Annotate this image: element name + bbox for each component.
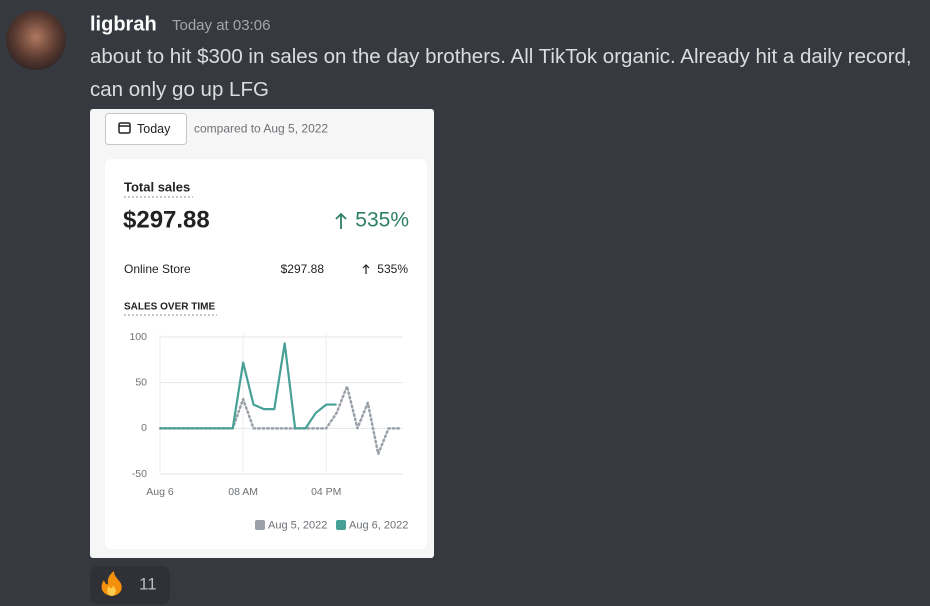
up-arrow [335,212,347,229]
chart-title: SALES OVER TIME [124,302,215,313]
x-tick-label: 08 AM [228,486,258,498]
total-label: Total sales [124,179,190,194]
legend-swatch [255,520,265,530]
date-button[interactable] [105,113,187,145]
legend-swatch [336,520,346,530]
fire-emoji [101,571,122,596]
y-tick-label: 0 [141,422,147,434]
legend-label: Aug 6, 2022 [349,519,408,531]
timestamp: Today at 03:06 [172,17,270,34]
sales-card [105,159,427,549]
legend-label: Aug 5, 2022 [268,519,327,531]
message-text: about to hit $300 in sales on the day br… [90,45,912,101]
total-value: $297.88 [123,206,210,233]
calendar-icon [118,122,131,134]
y-tick-label: 100 [129,331,147,343]
date-button-label: Today [137,122,171,136]
row-change: 535% [377,262,408,276]
y-tick-label: 50 [135,376,147,388]
total-change: 535% [355,209,409,232]
row-arrow [362,264,370,274]
row-value: $297.88 [281,262,325,276]
author[interactable]: ligbrah [90,13,157,35]
row-label: Online Store [124,262,191,276]
compared-label: compared to Aug 5, 2022 [194,122,328,136]
avatar[interactable] [6,10,66,70]
series-line [160,342,337,430]
fire-emoji-core [107,586,116,596]
reaction-count: 11 [139,574,157,593]
x-tick-label: Aug 6 [146,486,174,498]
y-tick-label: -50 [132,468,147,480]
x-tick-label: 04 PM [311,486,341,498]
